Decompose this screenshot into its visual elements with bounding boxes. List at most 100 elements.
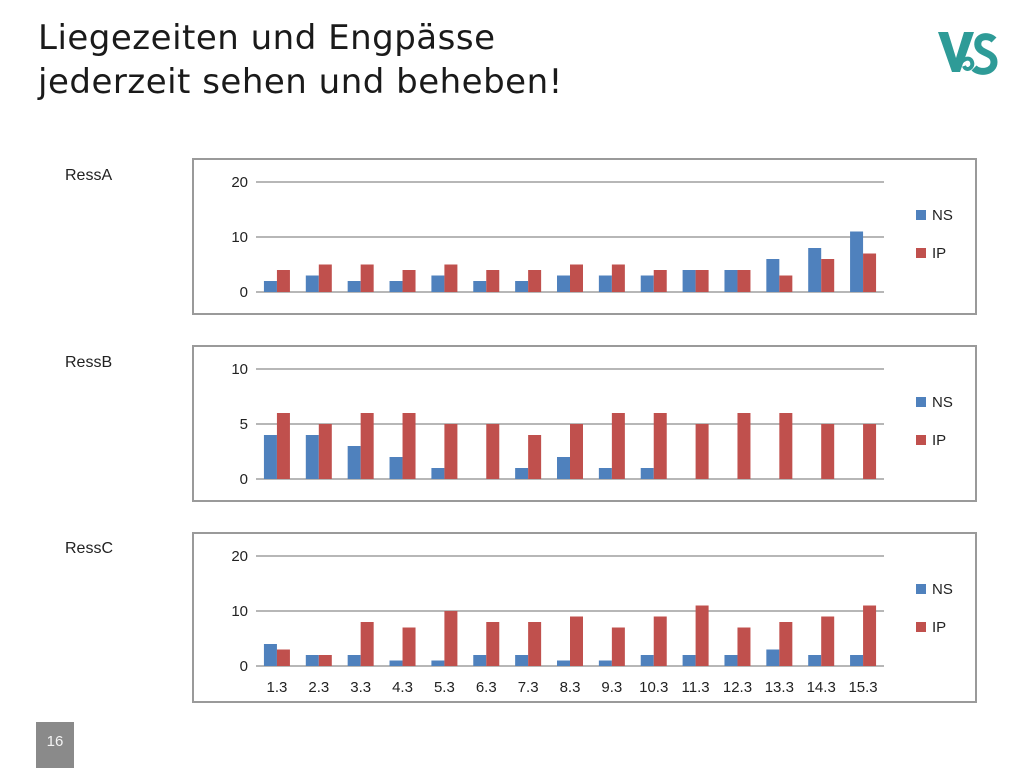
- x-tick-label: 4.3: [392, 679, 413, 696]
- bar-ns-13.3: [766, 259, 780, 292]
- bar-ns-9.3: [598, 275, 612, 292]
- bar-ns-11.3: [682, 270, 696, 292]
- bar-ip-9.3: [611, 627, 625, 666]
- bar-ip-1.3: [276, 413, 290, 479]
- bar-ip-7.3: [528, 622, 542, 666]
- bar-ip-5.3: [444, 611, 458, 666]
- y-tick-label: 20: [231, 548, 248, 565]
- bar-ns-7.3: [515, 281, 529, 292]
- y-tick-label: 5: [240, 416, 248, 433]
- chart-label-ressb: RessB: [65, 354, 113, 371]
- bar-ns-13.3: [766, 649, 780, 666]
- x-tick-label: 2.3: [308, 679, 329, 696]
- bar-ns-7.3: [515, 468, 529, 479]
- x-tick-label: 12.3: [723, 679, 752, 696]
- bar-ns-4.3: [389, 457, 403, 479]
- bar-ip-7.3: [528, 435, 542, 479]
- legend-swatch-ns: [916, 210, 926, 220]
- bar-ns-1.3: [263, 281, 277, 292]
- bar-ip-7.3: [528, 270, 542, 292]
- y-tick-label: 10: [231, 361, 248, 378]
- legend-swatch-ns: [916, 584, 926, 594]
- vs-logo: [936, 28, 998, 76]
- chart-ressb: 0 5 10 NS IP: [231, 361, 953, 488]
- x-tick-label: 6.3: [476, 679, 497, 696]
- bar-ns-5.3: [431, 468, 445, 479]
- y-tick-label: 0: [240, 284, 248, 301]
- bar-ns-4.3: [389, 660, 403, 666]
- bar-ns-1.3: [263, 435, 277, 479]
- bar-ip-13.3: [779, 275, 793, 292]
- legend-label-ip: IP: [932, 619, 946, 636]
- bar-ip-12.3: [737, 270, 751, 292]
- legend-swatch-ns: [916, 397, 926, 407]
- slide-title: Liegezeiten und Engpässe jederzeit sehen…: [38, 16, 563, 104]
- legend-swatch-ip: [916, 622, 926, 632]
- bar-ns-12.3: [724, 270, 738, 292]
- bar-ns-1.3: [263, 644, 277, 666]
- bar-ns-3.3: [347, 446, 361, 479]
- bar-ns-11.3: [682, 655, 696, 666]
- bar-ip-6.3: [486, 424, 500, 479]
- bar-ip-15.3: [863, 253, 877, 292]
- y-tick-label: 10: [231, 229, 248, 246]
- chart-label-ressc: RessC: [65, 540, 114, 557]
- bar-ip-10.3: [653, 270, 667, 292]
- legend-swatch-ip: [916, 435, 926, 445]
- bar-ip-1.3: [276, 649, 290, 666]
- bar-ip-13.3: [779, 413, 793, 479]
- bar-ns-14.3: [808, 248, 822, 292]
- bar-ns-6.3: [473, 281, 487, 292]
- bar-ns-2.3: [305, 275, 319, 292]
- bar-ip-2.3: [318, 264, 332, 292]
- bar-ns-12.3: [724, 655, 738, 666]
- bar-ns-9.3: [598, 468, 612, 479]
- chart-ressa: 0 10 20 NS IP: [231, 174, 953, 301]
- bar-ip-5.3: [444, 424, 458, 479]
- chart-box-ressc: 0 10 20 1.3 2.3 3.3 4.3 5.3 6.3 7.3 8.3 9.3 10.3 11.3…: [192, 532, 977, 703]
- bar-ip-5.3: [444, 264, 458, 292]
- bar-ip-9.3: [611, 413, 625, 479]
- y-tick-label: 0: [240, 658, 248, 675]
- bar-ns-7.3: [515, 655, 529, 666]
- bar-ns-10.3: [640, 655, 654, 666]
- bar-ip-3.3: [360, 264, 374, 292]
- bar-ip-8.3: [570, 264, 583, 292]
- bar-ip-2.3: [318, 655, 332, 666]
- bar-ip-10.3: [653, 413, 667, 479]
- bar-ns-3.3: [347, 655, 361, 666]
- slide-title-line-1: Liegezeiten und Engpässe: [38, 18, 496, 58]
- chart-box-ressa: 0 10 20 NS IP: [192, 158, 977, 315]
- legend-label-ns: NS: [932, 394, 953, 411]
- legend-label-ns: NS: [932, 207, 953, 224]
- x-tick-label: 15.3: [848, 679, 877, 696]
- legend-label-ns: NS: [932, 581, 953, 598]
- bar-ip-13.3: [779, 622, 793, 666]
- bar-ip-6.3: [486, 270, 500, 292]
- y-tick-label: 10: [231, 603, 248, 620]
- bar-ns-3.3: [347, 281, 361, 292]
- bar-ip-4.3: [402, 270, 416, 292]
- bar-ns-6.3: [473, 655, 487, 666]
- bar-ns-15.3: [850, 655, 864, 666]
- bar-ip-14.3: [821, 616, 835, 666]
- bar-ip-14.3: [821, 259, 835, 292]
- bar-ns-2.3: [305, 655, 319, 666]
- x-tick-label: 1.3: [267, 679, 288, 696]
- y-tick-label: 20: [231, 174, 248, 191]
- x-tick-label: 7.3: [518, 679, 539, 696]
- bar-ip-12.3: [737, 627, 751, 666]
- bar-ip-11.3: [695, 605, 709, 666]
- bar-ip-3.3: [360, 413, 374, 479]
- bar-ns-5.3: [431, 275, 445, 292]
- bar-ns-14.3: [808, 655, 822, 666]
- legend-label-ip: IP: [932, 245, 946, 262]
- bar-ip-11.3: [695, 424, 709, 479]
- bar-ns-10.3: [640, 468, 654, 479]
- chart-box-ressb: 0 5 10 NS IP: [192, 345, 977, 502]
- legend-swatch-ip: [916, 248, 926, 258]
- bar-ip-4.3: [402, 627, 416, 666]
- bar-ip-8.3: [570, 424, 583, 479]
- x-tick-label: 8.3: [560, 679, 581, 696]
- bar-ip-15.3: [863, 605, 877, 666]
